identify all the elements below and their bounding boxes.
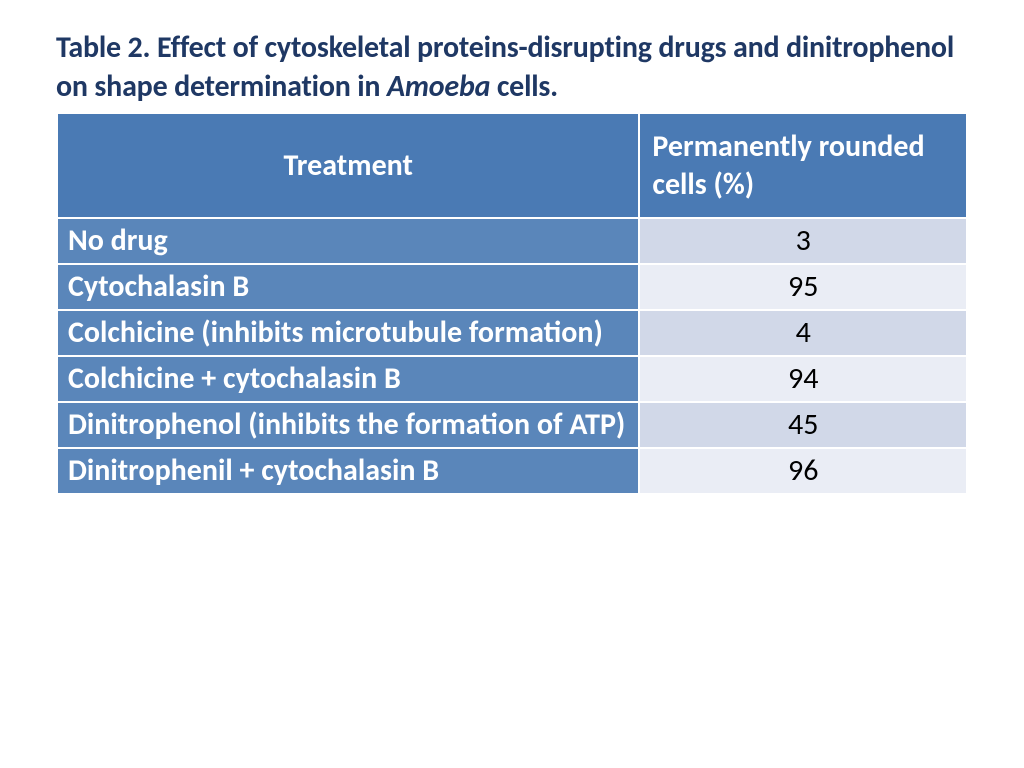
table-caption: Table 2. Effect of cytoskeletal proteins… bbox=[56, 28, 968, 106]
table-row: Dinitrophenol (inhibits the formation of… bbox=[57, 402, 967, 448]
treatment-cell: Dinitrophenil + cytochalasin B bbox=[57, 448, 639, 494]
value-cell: 4 bbox=[639, 310, 967, 356]
table-header-row: Treatment Permanently rounded cells (%) bbox=[57, 113, 967, 218]
table-row: Cytochalasin B 95 bbox=[57, 264, 967, 310]
header-treatment: Treatment bbox=[57, 113, 639, 218]
effects-table: Treatment Permanently rounded cells (%) … bbox=[56, 112, 968, 495]
value-cell: 3 bbox=[639, 218, 967, 264]
treatment-cell: Colchicine (inhibits microtubule formati… bbox=[57, 310, 639, 356]
caption-suffix: cells. bbox=[490, 68, 558, 105]
table-row: Colchicine (inhibits microtubule formati… bbox=[57, 310, 967, 356]
value-cell: 96 bbox=[639, 448, 967, 494]
treatment-cell: Colchicine + cytochalasin B bbox=[57, 356, 639, 402]
treatment-cell: Cytochalasin B bbox=[57, 264, 639, 310]
treatment-cell: No drug bbox=[57, 218, 639, 264]
treatment-cell: Dinitrophenol (inhibits the formation of… bbox=[57, 402, 639, 448]
value-cell: 94 bbox=[639, 356, 967, 402]
table-row: No drug 3 bbox=[57, 218, 967, 264]
table-row: Colchicine + cytochalasin B 94 bbox=[57, 356, 967, 402]
caption-italic: Amoeba bbox=[387, 68, 490, 105]
header-value: Permanently rounded cells (%) bbox=[639, 113, 967, 218]
value-cell: 95 bbox=[639, 264, 967, 310]
table-row: Dinitrophenil + cytochalasin B 96 bbox=[57, 448, 967, 494]
value-cell: 45 bbox=[639, 402, 967, 448]
